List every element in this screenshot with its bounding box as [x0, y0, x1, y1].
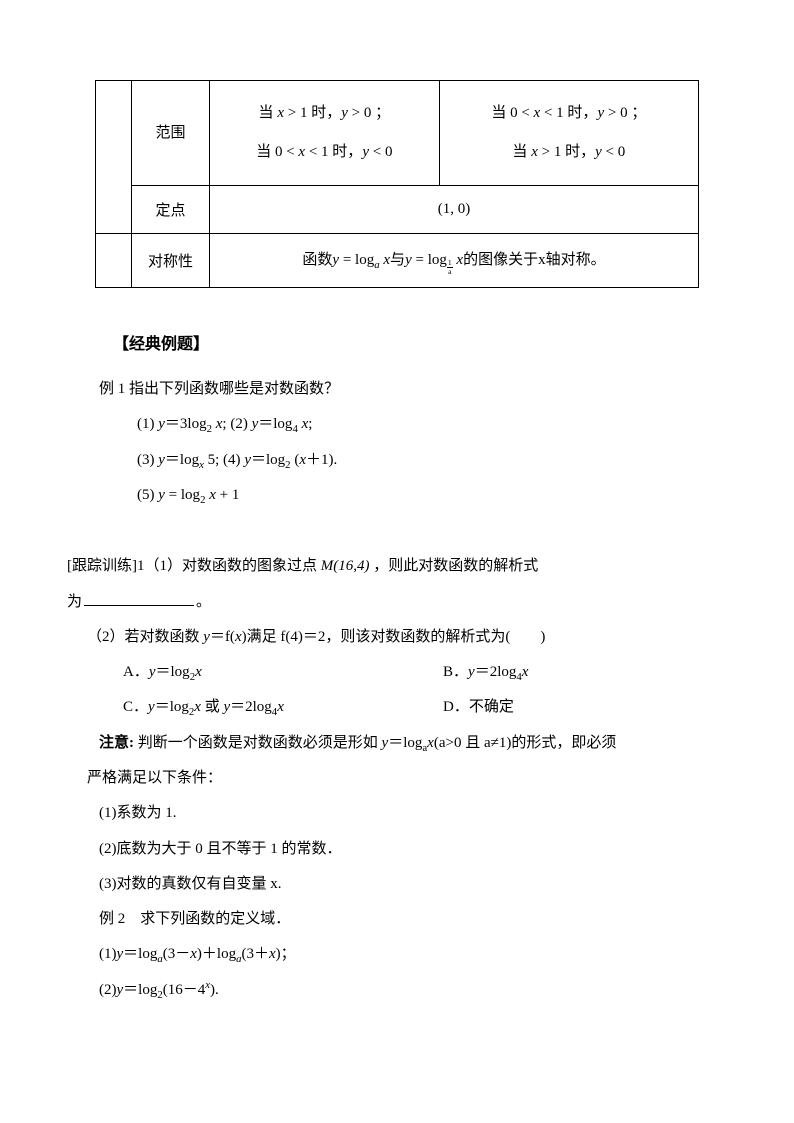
ex1-line3: (5) y = log2 x + 1: [137, 478, 699, 513]
note-label: 注意:: [99, 735, 134, 751]
range-left-l1: 当 x > 1 时，y > 0 ；: [214, 94, 435, 133]
fixed-value: (1, 0): [210, 186, 699, 234]
follow2-suffix: 。: [196, 594, 211, 610]
example-1-title: 例 1 指出下列函数哪些是对数函数？: [99, 372, 699, 407]
range-right: 当 0 < x < 1 时，y > 0 ； 当 x > 1 时，y < 0: [439, 81, 698, 186]
fixed-label: 定点: [132, 186, 210, 234]
sym-mid: 与: [390, 252, 405, 268]
option-c: C．y＝log2x 或 y＝2log4x: [123, 690, 443, 725]
follow-point: M(16,4): [321, 558, 370, 574]
ex2-item2: (2)y＝log2(16－4x).: [99, 973, 699, 1008]
ex1-line1: (1) y＝3log2 x; (2) y＝log4 x;: [137, 407, 699, 442]
example-2-title: 例 2 求下列函数的定义域．: [99, 902, 699, 937]
options-row2: C．y＝log2x 或 y＝2log4x D．不确定: [123, 690, 699, 725]
sym-suffix: 的图像关于x轴对称。: [463, 252, 606, 268]
range-right-l2: 当 x > 1 时，y < 0: [444, 133, 694, 172]
range-label: 范围: [132, 81, 210, 186]
section-title: 【经典例题】: [113, 330, 699, 354]
sym-value: 函数y = loga x与y = log1a x的图像关于x轴对称。: [210, 234, 699, 288]
sym-label: 对称性: [132, 234, 210, 288]
cond-3: (3)对数的真数仅有自变量 x.: [99, 867, 699, 902]
question-2: （2）若对数函数 y＝f(x)满足 f(4)＝2，则该对数函数的解析式为( ): [87, 620, 699, 655]
cond-2: (2)底数为大于 0 且不等于 1 的常数．: [99, 832, 699, 867]
follow-tail: ，则此对数函数的解析式: [370, 558, 539, 574]
properties-table: 范围 当 x > 1 时，y > 0 ； 当 0 < x < 1 时，y < 0…: [95, 80, 699, 288]
options-row1: A．y＝log2x B．y＝2log4x: [123, 655, 699, 690]
range-right-l1: 当 0 < x < 1 时，y > 0 ；: [444, 94, 694, 133]
option-d: D．不确定: [443, 690, 699, 725]
option-b: B．y＝2log4x: [443, 655, 699, 690]
sym-col-a: [96, 234, 132, 288]
follow-train-line2: 为。: [67, 585, 699, 620]
table-col-a: [96, 81, 132, 234]
follow2-prefix: 为: [67, 594, 82, 610]
ex2-item1: (1)y＝loga(3－x)＋loga(3＋x)；: [99, 937, 699, 972]
follow-label: [跟踪训练]1（1）对数函数的图象过点: [67, 558, 321, 574]
note-line2: 严格满足以下条件：: [87, 761, 699, 796]
cond-1: (1)系数为 1.: [99, 796, 699, 831]
sym-prefix: 函数: [302, 252, 332, 268]
range-left: 当 x > 1 时，y > 0 ； 当 0 < x < 1 时，y < 0: [210, 81, 440, 186]
blank-underline: [84, 605, 194, 606]
ex1-line2: (3) y＝logx 5; (4) y＝log2 (x＋1).: [137, 443, 699, 478]
follow-train-line1: [跟踪训练]1（1）对数函数的图象过点 M(16,4) ，则此对数函数的解析式: [67, 549, 699, 584]
range-left-l2: 当 0 < x < 1 时，y < 0: [214, 133, 435, 172]
option-a: A．y＝log2x: [123, 655, 443, 690]
note-line1: 注意: 判断一个函数是对数函数必须是形如 y＝logax(a>0 且 a≠1)的…: [99, 726, 699, 761]
